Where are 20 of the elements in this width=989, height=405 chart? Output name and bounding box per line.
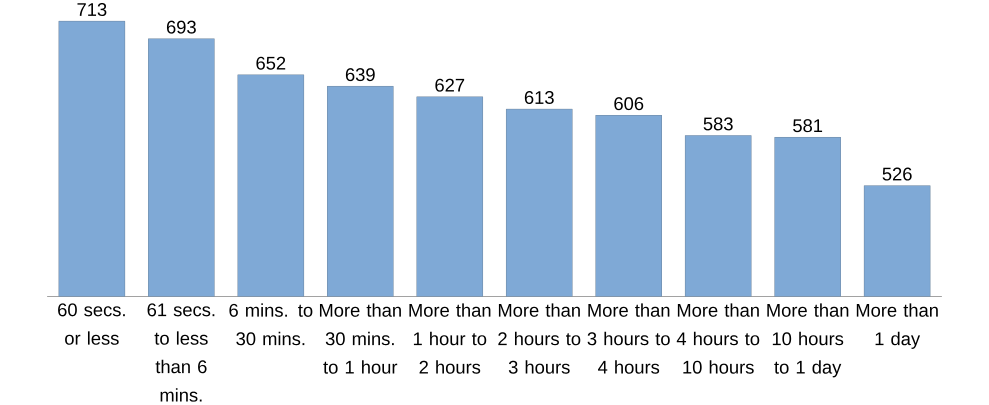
x-tick-label: More than 3 hours to 4 hours [588,303,670,374]
data-label: 627 [435,78,464,92]
x-tick-label: 60 secs. or less [58,303,125,345]
data-label: 581 [793,119,822,132]
data-label: 583 [704,118,733,131]
x-tick-label: More than 30 mins. to 1 hour [320,303,401,374]
data-label: 526 [882,168,912,181]
data-label: 713 [77,3,106,16]
x-tick-label: More than 4 hours to 10 hours [676,303,760,374]
x-tick-label: 61 secs. to less than 6 mins. [148,303,214,402]
data-label: 652 [256,56,286,70]
data-label: 613 [524,91,554,104]
data-label: 639 [346,68,375,82]
x-tick-label: More than 1 hour to 2 hours [409,303,490,374]
data-label: 693 [166,20,196,34]
data-label: 606 [614,97,644,110]
x-tick-label: More than 1 day [856,303,938,350]
x-tick-label: 6 mins. to 30 mins. [229,303,312,346]
x-tick-label: More than 2 hours to 3 hours [498,303,580,374]
x-tick-label: More than 10 hours to 1 day [767,303,848,378]
